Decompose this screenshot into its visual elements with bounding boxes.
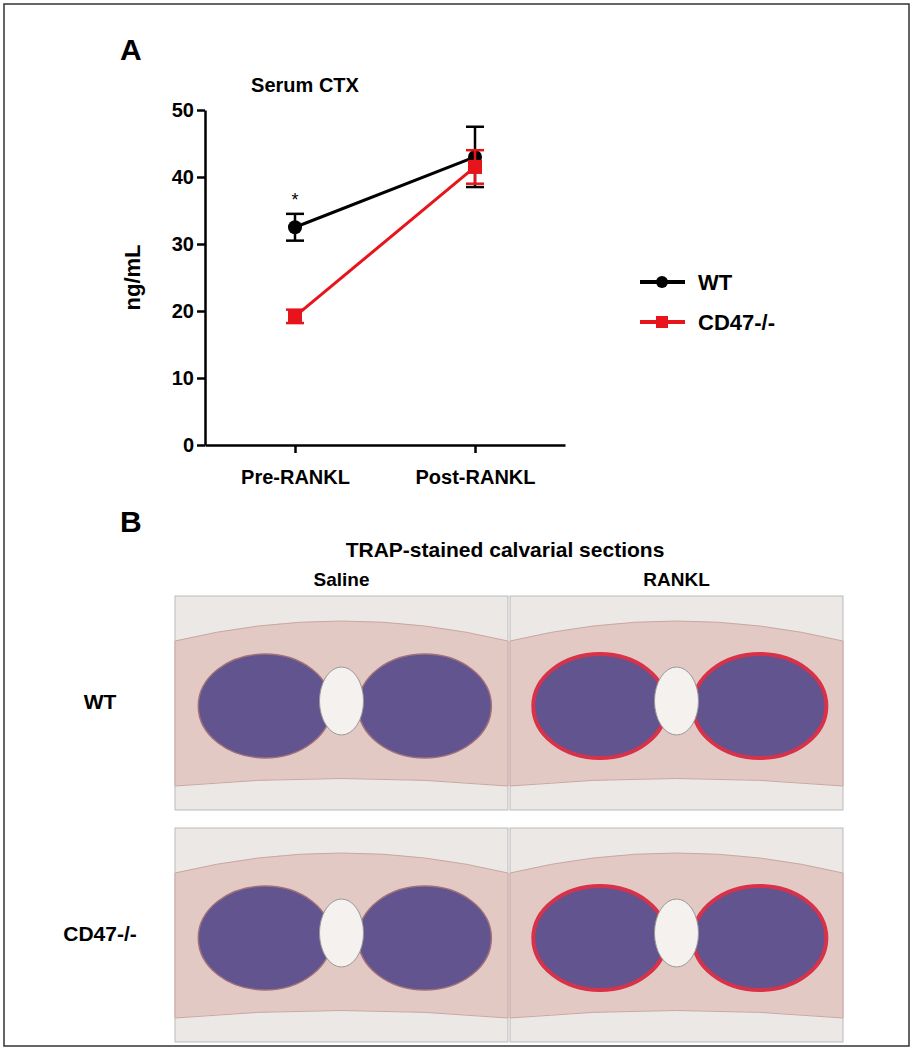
legend-marker: [656, 276, 668, 288]
y-axis-line: [204, 111, 207, 446]
series-marker: [288, 220, 302, 234]
legend: WT CD47-/-: [640, 270, 775, 335]
error-bar-cap: [286, 239, 304, 242]
error-bar-cap: [466, 182, 484, 185]
y-tick-mark: [197, 176, 205, 179]
histology-image: [175, 828, 508, 1042]
y-tick-label: 20: [172, 300, 194, 322]
suture: [655, 899, 699, 967]
y-tick-label: 50: [172, 99, 194, 121]
x-axis: Pre-RANKL Post-RANKL: [206, 445, 566, 488]
y-tick: 20: [172, 300, 205, 322]
legend-label: WT: [698, 270, 733, 295]
error-bar-cap: [286, 213, 304, 216]
y-tick-mark: [197, 310, 205, 313]
error-bar-stem: [474, 127, 477, 187]
marrow-cavity: [358, 886, 491, 990]
image-background: [510, 828, 843, 1042]
error-bar-cap: [466, 149, 484, 152]
y-tick: 50: [172, 99, 205, 121]
row-label: CD47-/-: [63, 922, 137, 945]
suture: [655, 667, 699, 735]
column-label: Saline: [314, 569, 370, 590]
y-tick-label: 40: [172, 166, 194, 188]
suture: [320, 899, 364, 967]
suture: [320, 667, 364, 735]
marrow-cavity: [198, 886, 331, 990]
y-tick-mark: [197, 444, 205, 447]
series-line: [295, 157, 475, 227]
tissue-section: [510, 853, 843, 1018]
marrow-cavity: [533, 886, 666, 990]
image-background: [510, 596, 843, 810]
histology-image: [510, 596, 843, 810]
series-marker: [468, 160, 482, 174]
y-tick-mark: [197, 109, 205, 112]
panel-title: TRAP-stained calvarial sections: [346, 538, 665, 561]
series-marker: [288, 309, 302, 323]
image-background: [175, 596, 508, 810]
legend-label: CD47-/-: [698, 310, 775, 335]
marrow-cavity: [358, 654, 491, 758]
marrow-cavity: [198, 654, 331, 758]
x-tick-mark: [294, 445, 297, 453]
x-tick: Pre-RANKL: [241, 445, 350, 488]
y-axis: 0 10 20 30 40 50: [172, 99, 206, 456]
y-tick-label: 0: [183, 434, 194, 456]
x-tick-label: Post-RANKL: [416, 466, 536, 488]
y-tick: 30: [172, 233, 205, 255]
error-bar: [466, 150, 484, 184]
tissue-section: [510, 621, 843, 786]
y-tick: 0: [183, 434, 205, 456]
panel-b: B TRAP-stained calvarial sections Saline RA…: [63, 505, 843, 1042]
y-tick-mark: [197, 243, 205, 246]
figure: A Serum CTX 0 10 20 30 40 50 Pre-RANKL Post-RANKL…: [0, 0, 913, 1050]
legend-entry: WT: [640, 270, 733, 295]
x-tick-mark: [474, 445, 477, 453]
histology-image: [175, 596, 508, 810]
marrow-cavity: [693, 886, 826, 990]
y-tick-mark: [197, 377, 205, 380]
y-tick-label: 30: [172, 233, 194, 255]
image-background: [175, 828, 508, 1042]
histology-image: [510, 828, 843, 1042]
legend-entry: CD47-/-: [640, 310, 775, 335]
x-axis-line: [206, 444, 566, 447]
y-tick-label: 10: [172, 367, 194, 389]
chart-title: Serum CTX: [251, 74, 359, 96]
row-label: WT: [84, 690, 117, 713]
x-tick: Post-RANKL: [416, 445, 536, 488]
column-label: RANKL: [643, 569, 710, 590]
y-tick: 40: [172, 166, 205, 188]
panel-label: A: [120, 33, 142, 66]
y-tick: 10: [172, 367, 205, 389]
error-bar: [286, 214, 304, 241]
panel-label: B: [120, 505, 142, 538]
error-bar-cap: [466, 186, 484, 189]
plot-marks: [286, 127, 484, 324]
significance-marker: *: [291, 190, 298, 210]
marrow-cavity: [693, 654, 826, 758]
error-bar: [286, 310, 304, 323]
tissue-section: [175, 621, 508, 786]
error-bar: [466, 127, 484, 187]
error-bar-cap: [466, 126, 484, 129]
legend-marker: [656, 316, 668, 328]
x-tick-label: Pre-RANKL: [241, 466, 350, 488]
tissue-section: [175, 853, 508, 1018]
y-axis-title: ng/mL: [120, 245, 145, 311]
figure-frame: [4, 4, 909, 1046]
series-line: [295, 167, 475, 316]
marrow-cavity: [533, 654, 666, 758]
